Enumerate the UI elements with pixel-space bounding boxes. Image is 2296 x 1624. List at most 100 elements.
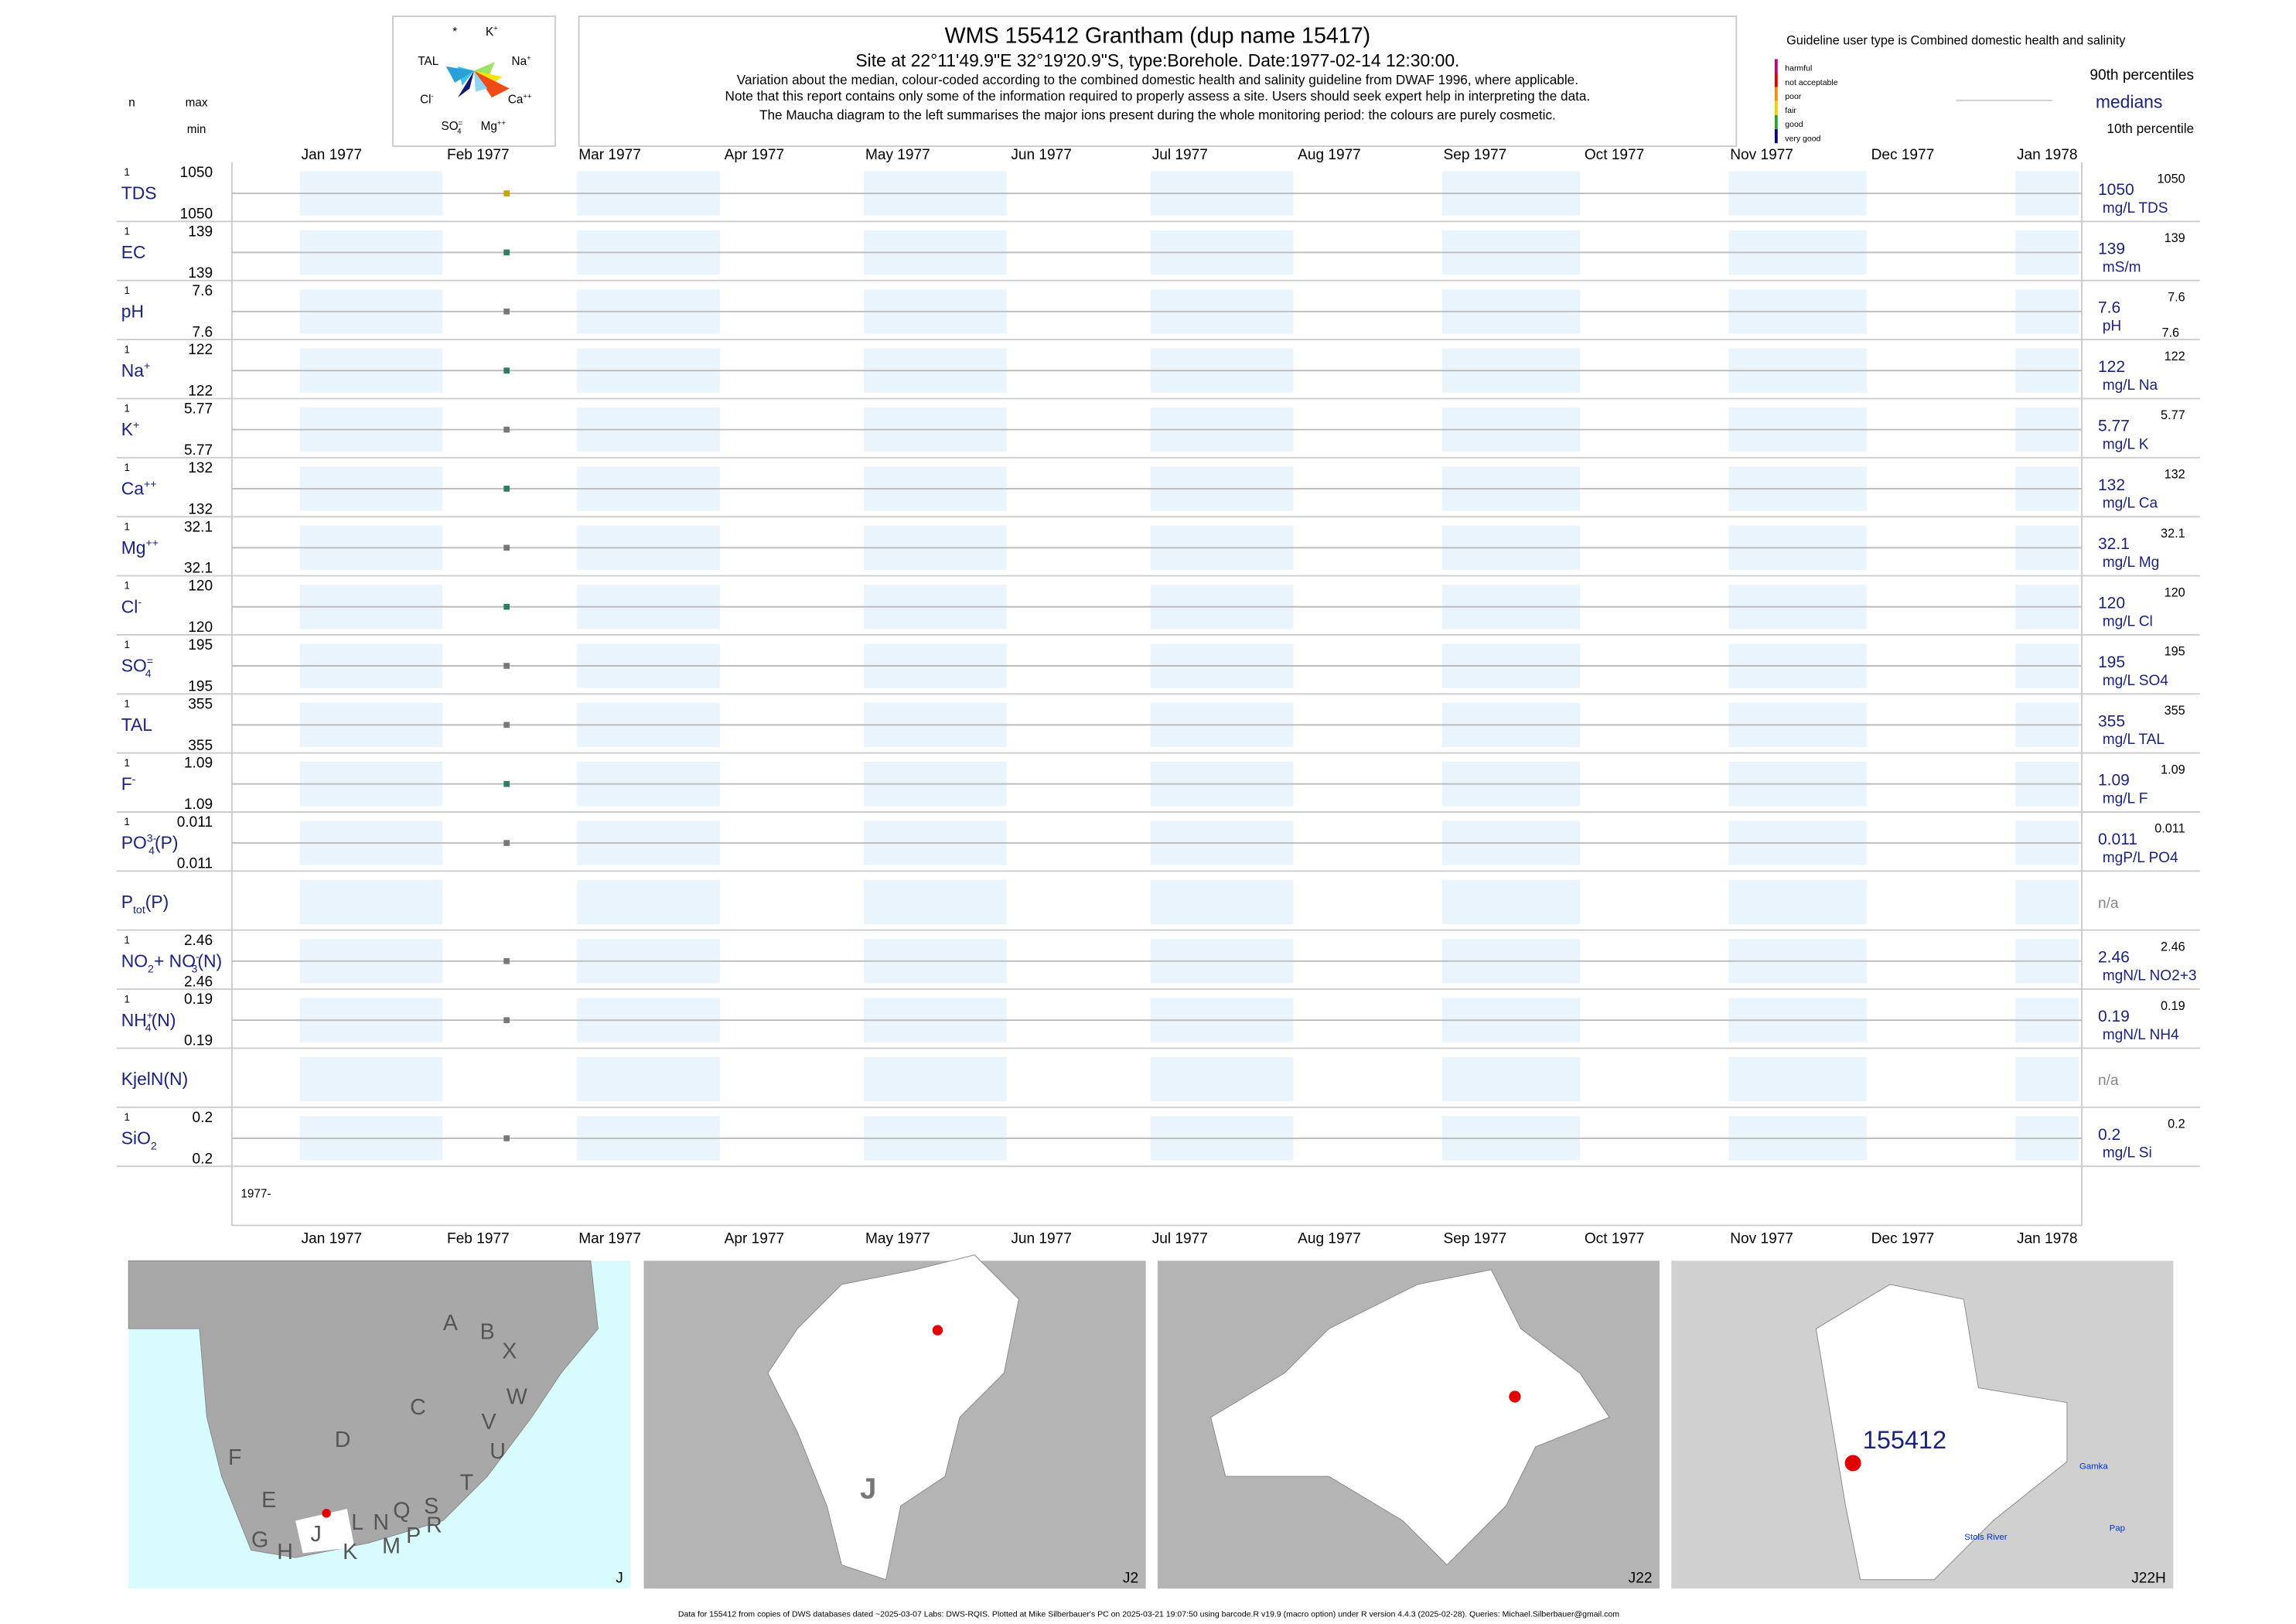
month-label-top: Jan 1977 <box>302 147 363 163</box>
month-label-bottom: Aug 1977 <box>1298 1230 1361 1247</box>
sample <box>503 780 510 787</box>
max: 5.77 <box>184 401 213 418</box>
place-label: H <box>277 1540 293 1564</box>
max: 132 <box>188 460 213 476</box>
label: EC <box>121 242 146 262</box>
month-label-top: Mar 1977 <box>578 147 641 163</box>
min: 7.6 <box>193 324 213 340</box>
n: 1 <box>125 403 130 415</box>
min-header: min <box>187 123 206 136</box>
map-label: J <box>616 1571 623 1587</box>
label-part: ++ <box>523 93 532 101</box>
sample <box>503 663 510 669</box>
sample <box>503 190 510 196</box>
label-part: KjelN(N) <box>121 1069 188 1089</box>
median-value: 0.19 <box>2098 1008 2130 1025</box>
unit: mg/L Mg <box>2103 554 2160 571</box>
month-label-top: Jan 1978 <box>2017 147 2078 163</box>
label-part: ++ <box>497 119 507 128</box>
p90: 195 <box>2165 645 2185 659</box>
p90-label: 90th percentiles <box>2090 67 2194 84</box>
unit: mg/L SO4 <box>2103 673 2169 689</box>
unit: mg/L TAL <box>2103 732 2165 748</box>
label: K+ <box>486 25 498 39</box>
unit: mg/L Cl <box>2103 613 2153 629</box>
label-part: 3- <box>147 833 157 845</box>
p90: 1050 <box>2158 172 2185 186</box>
label-part: TAL <box>418 55 438 68</box>
label-part: NO <box>121 950 148 971</box>
label: Ptot(P) <box>121 892 169 916</box>
site-marker <box>1509 1390 1521 1403</box>
label-part: Mg <box>121 537 146 558</box>
place-label: K <box>343 1540 357 1564</box>
place-label: L <box>351 1510 363 1535</box>
label: K+ <box>121 419 140 439</box>
label-part: (N) <box>152 1010 176 1030</box>
label-part: (N) <box>197 950 222 971</box>
site: Site at 22°11'49.9"E 32°19'20.9"S, type:… <box>855 50 1459 70</box>
legend-class: harmful <box>1785 64 1812 73</box>
max-header: max <box>186 96 208 109</box>
place-label: B <box>480 1320 495 1345</box>
place-label: Stols River <box>1964 1533 2007 1542</box>
max: 120 <box>188 578 213 595</box>
min: 132 <box>188 501 213 517</box>
place-label: J <box>311 1522 322 1547</box>
na: n/a <box>2098 1073 2119 1089</box>
month-band <box>1441 879 1581 925</box>
max: 7.6 <box>193 283 213 299</box>
legend-swatch <box>1774 114 1778 130</box>
n: 1 <box>125 580 130 592</box>
max: 122 <box>188 342 213 358</box>
label: NH+ 4(N) <box>121 1010 176 1035</box>
median-value: 32.1 <box>2098 535 2130 553</box>
label-part: Cl <box>121 596 138 616</box>
label: NO2+ NO-3(N) <box>121 950 222 975</box>
label-part: 2 <box>151 1140 157 1152</box>
month-band <box>1441 1056 1581 1102</box>
label-part: Mg <box>481 120 497 133</box>
unit: mg/L Na <box>2103 377 2158 394</box>
month-label-top: Oct 1977 <box>1585 147 1644 163</box>
label: PO3-4(P) <box>121 833 179 858</box>
place-label: Pap <box>2110 1524 2125 1534</box>
note: Note that this report contains only some… <box>725 88 1591 104</box>
unit: mg/L TDS <box>2103 200 2168 217</box>
min: 355 <box>188 738 213 754</box>
n-header: n <box>128 96 135 109</box>
map-label: J2 <box>1123 1571 1138 1587</box>
label: TAL <box>418 55 438 68</box>
maucha-box <box>392 15 556 147</box>
sample <box>503 309 510 315</box>
place-label: 155412 <box>1863 1426 1946 1454</box>
p90: 0.19 <box>2161 999 2185 1013</box>
maucha-diagram <box>445 62 510 97</box>
legend-swatch <box>1774 59 1778 73</box>
median-value: 0.011 <box>2098 831 2137 848</box>
p10-label: 10th percentile <box>2107 121 2194 136</box>
footer: Data for 155412 from copies of DWS datab… <box>678 1609 1619 1619</box>
label: Na+ <box>512 54 532 68</box>
label-part: SiO <box>121 1128 151 1148</box>
min: 0.2 <box>193 1151 213 1167</box>
min: 32.1 <box>184 561 213 577</box>
median-value: 5.77 <box>2098 417 2130 435</box>
label: TAL <box>121 715 152 735</box>
label-part: 4 <box>457 128 461 136</box>
month-label-bottom: Mar 1977 <box>578 1230 641 1247</box>
label-part: + NO <box>154 950 196 971</box>
place-label: R <box>426 1513 442 1538</box>
label-part: P <box>121 892 133 912</box>
start-label: 1977- <box>241 1187 271 1200</box>
label-part: - <box>432 93 434 101</box>
legend-class: poor <box>1785 92 1802 101</box>
month-label-bottom: Apr 1977 <box>725 1230 784 1247</box>
label-part: 4 <box>145 1022 152 1035</box>
place-label: C <box>410 1395 426 1420</box>
median-value: 132 <box>2098 476 2125 494</box>
p90: 0.011 <box>2154 822 2185 836</box>
min: 0.19 <box>184 1033 213 1049</box>
sample <box>503 486 510 492</box>
n: 1 <box>125 757 130 769</box>
